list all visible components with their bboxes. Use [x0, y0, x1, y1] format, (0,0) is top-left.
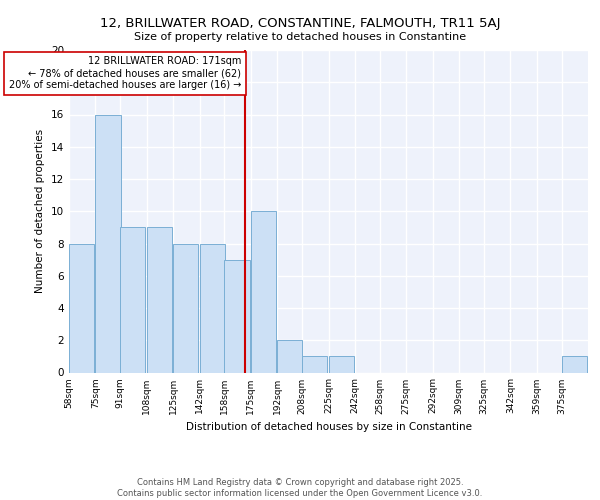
Bar	[173, 244, 198, 372]
Bar	[251, 211, 276, 372]
Bar	[224, 260, 250, 372]
Text: 12, BRILLWATER ROAD, CONSTANTINE, FALMOUTH, TR11 5AJ: 12, BRILLWATER ROAD, CONSTANTINE, FALMOU…	[100, 18, 500, 30]
Bar	[277, 340, 302, 372]
Bar	[95, 114, 121, 372]
Bar	[302, 356, 327, 372]
Bar	[329, 356, 353, 372]
Text: 12 BRILLWATER ROAD: 171sqm
← 78% of detached houses are smaller (62)
20% of semi: 12 BRILLWATER ROAD: 171sqm ← 78% of deta…	[9, 56, 241, 90]
Bar	[120, 228, 145, 372]
Y-axis label: Number of detached properties: Number of detached properties	[35, 129, 46, 294]
Bar	[69, 244, 94, 372]
Text: Size of property relative to detached houses in Constantine: Size of property relative to detached ho…	[134, 32, 466, 42]
Text: Contains HM Land Registry data © Crown copyright and database right 2025.
Contai: Contains HM Land Registry data © Crown c…	[118, 478, 482, 498]
Bar	[562, 356, 587, 372]
Bar	[146, 228, 172, 372]
Bar	[200, 244, 225, 372]
X-axis label: Distribution of detached houses by size in Constantine: Distribution of detached houses by size …	[185, 422, 472, 432]
